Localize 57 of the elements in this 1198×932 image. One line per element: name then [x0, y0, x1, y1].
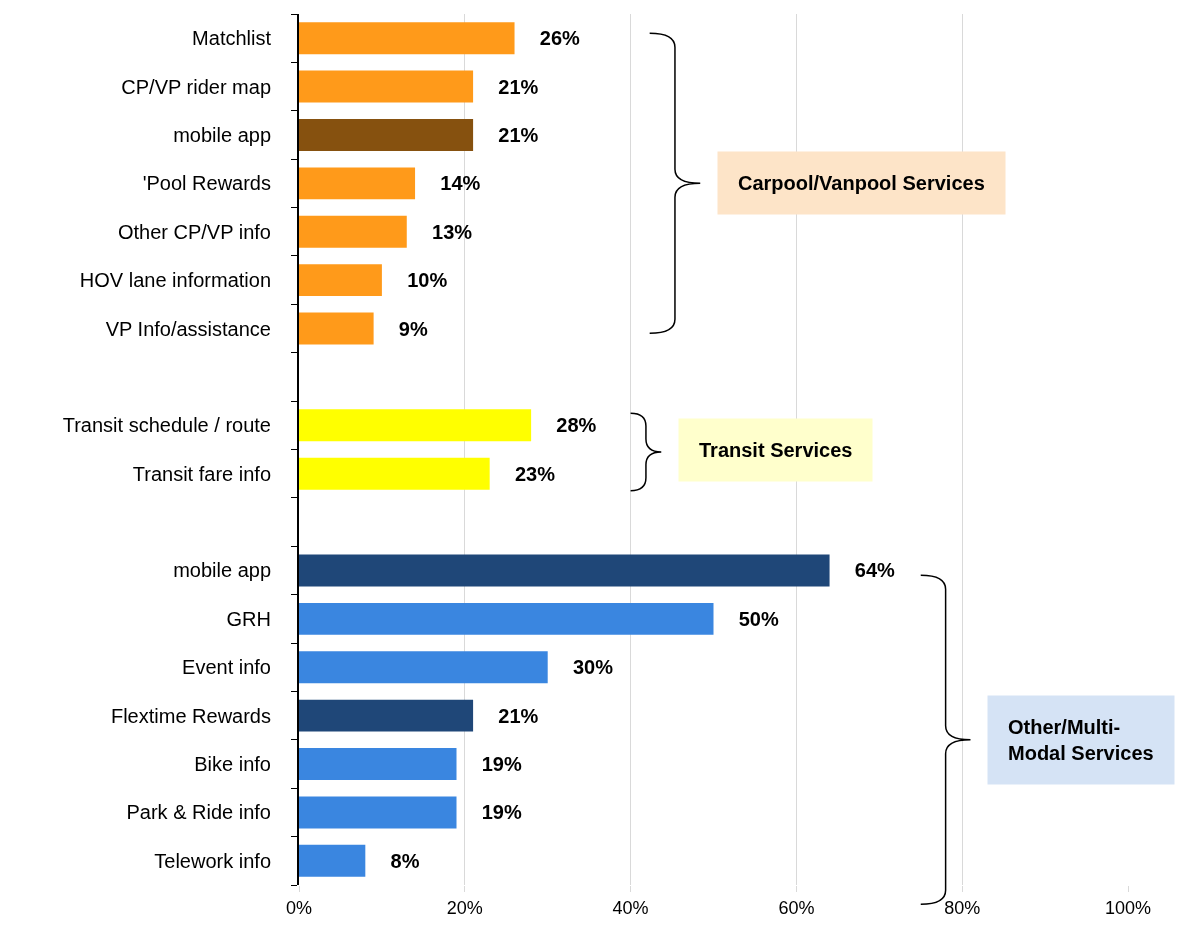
data-label: 30% [550, 656, 614, 679]
data-label: 14% [418, 172, 481, 195]
x-tick-label: 100% [1104, 897, 1152, 918]
data-label: 21% [476, 704, 539, 727]
data-label: 13% [409, 220, 473, 243]
data-label: 9% [376, 317, 428, 340]
bar [299, 22, 515, 55]
bar [299, 796, 457, 829]
bar [299, 748, 457, 780]
bar [299, 844, 366, 877]
bar [299, 651, 548, 684]
y-tick-label: Transit schedule / route [62, 414, 271, 437]
data-label: 28% [534, 414, 597, 437]
x-tick-label: 0% [285, 897, 313, 918]
y-tick-label: Event info [182, 656, 271, 679]
bar [299, 457, 490, 490]
data-label: 21% [476, 123, 539, 146]
data-label: 23% [492, 462, 556, 485]
y-tick-label: Park & Ride info [126, 801, 271, 824]
bar [299, 699, 474, 732]
x-tick-label: 60% [778, 897, 815, 918]
y-tick-label: Telework info [154, 849, 271, 872]
x-tick-label: 80% [944, 897, 981, 918]
bar [299, 215, 407, 248]
y-tick-label: Matchlist [192, 27, 272, 50]
bar [299, 602, 714, 635]
data-label: 19% [459, 753, 522, 776]
bar [299, 167, 416, 200]
annotation: Transit Services [699, 439, 853, 461]
data-label: 8% [368, 849, 420, 872]
y-tick-label: mobile app [173, 123, 271, 146]
data-label: 21% [476, 75, 539, 98]
y-tick-label: CP/VP rider map [121, 75, 271, 98]
y-tick-label: Other CP/VP info [117, 220, 271, 243]
bar [299, 264, 382, 297]
data-label: 50% [716, 607, 779, 630]
y-tick-label: HOV lane information [79, 269, 271, 292]
x-tick-label: 40% [612, 897, 649, 918]
data-label: 64% [832, 559, 896, 582]
annotation: Carpool/Vanpool Services [738, 172, 985, 194]
y-tick-label: Bike info [194, 753, 271, 776]
data-label: 26% [517, 27, 581, 50]
bar [299, 119, 474, 151]
bar [299, 70, 474, 103]
data-label: 19% [459, 801, 522, 824]
y-tick-label: Transit fare info [132, 462, 271, 485]
y-tick-label: 'Pool Rewards [142, 172, 271, 195]
y-tick-label: mobile app [173, 559, 271, 582]
y-tick-label: VP Info/assistance [105, 317, 271, 340]
y-tick-label: Flextime Rewards [110, 704, 271, 727]
annotation: Other/Multi-Modal Services [1008, 716, 1154, 764]
x-tick-label: 20% [446, 897, 483, 918]
bar [299, 554, 830, 587]
bar [299, 312, 374, 345]
data-label: 10% [384, 269, 448, 292]
y-tick-label: GRH [226, 607, 271, 630]
bar [299, 409, 532, 442]
